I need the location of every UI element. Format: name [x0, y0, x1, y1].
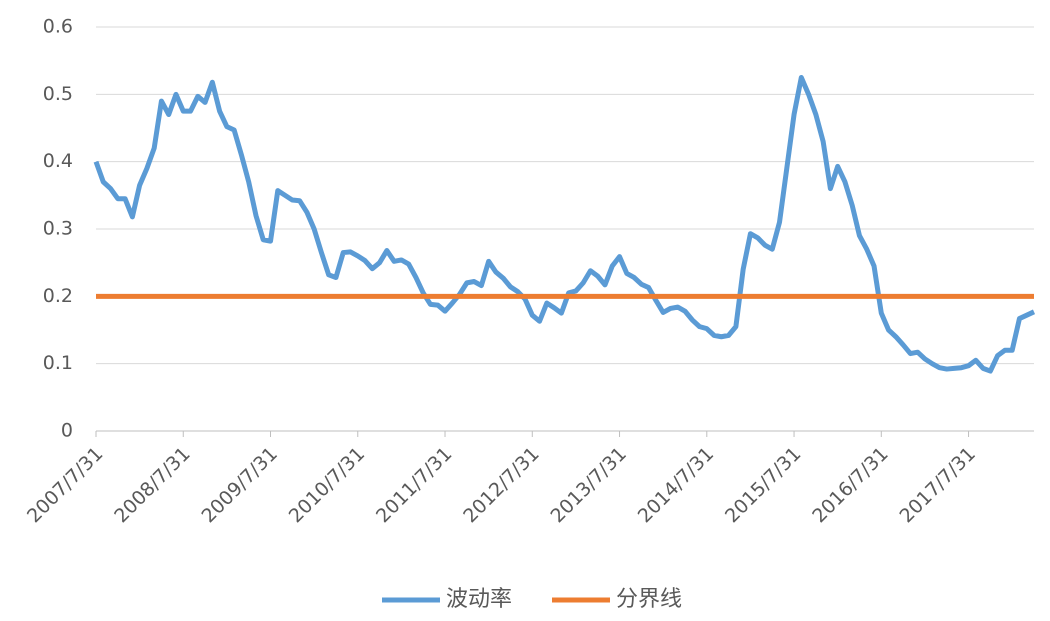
- y-tick-label: 0.1: [43, 352, 73, 374]
- x-tick-label: 2009/7/31: [197, 443, 281, 527]
- x-tick-label: 2010/7/31: [285, 443, 369, 527]
- y-tick-label: 0.3: [43, 218, 73, 240]
- x-tick-label: 2012/7/31: [459, 443, 543, 527]
- x-tick-label: 2016/7/31: [808, 443, 892, 527]
- y-tick-label: 0: [61, 420, 73, 442]
- y-tick-label: 0.4: [43, 150, 73, 172]
- y-tick-label: 0.6: [43, 16, 73, 38]
- x-tick-label: 2013/7/31: [547, 443, 631, 527]
- x-tick-label: 2007/7/31: [23, 443, 107, 527]
- series-line: [93, 75, 1036, 374]
- x-tick-label: 2017/7/31: [896, 443, 980, 527]
- x-tick-label: 2014/7/31: [634, 443, 718, 527]
- legend-label: 分界线: [616, 587, 682, 612]
- y-tick-label: 0.2: [43, 285, 73, 307]
- y-tick-label: 0.5: [43, 83, 73, 105]
- x-tick-label: 2008/7/31: [110, 443, 194, 527]
- x-tick-label: 2011/7/31: [372, 443, 456, 527]
- x-tick-label: 2015/7/31: [721, 443, 805, 527]
- legend-label: 波动率: [446, 587, 512, 612]
